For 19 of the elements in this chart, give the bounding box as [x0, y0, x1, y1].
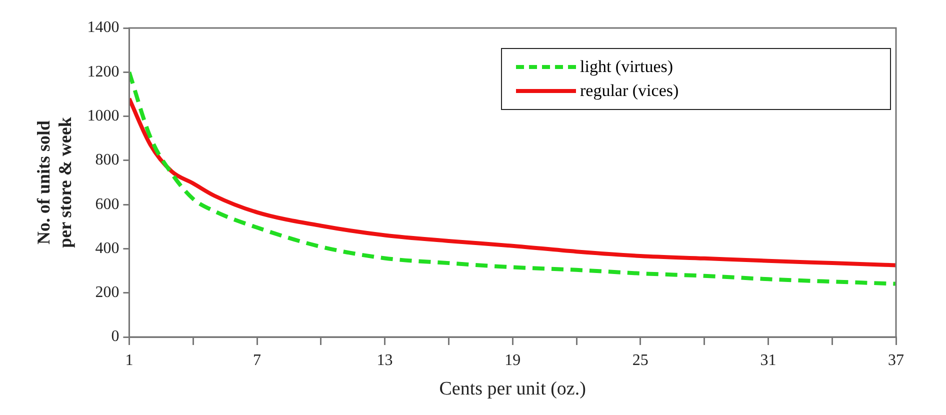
y-tick-label: 0 — [111, 328, 120, 346]
y-tick-label: 1200 — [87, 63, 120, 80]
x-tick-label: 1 — [125, 352, 134, 369]
x-tick-label: 13 — [376, 352, 393, 369]
x-tick-label: 19 — [504, 352, 521, 369]
x-tick-label: 7 — [253, 352, 261, 369]
y-tick-label: 600 — [95, 196, 120, 213]
y-axis-title: No. of units sold per store & week — [33, 117, 76, 248]
x-tick-label: 25 — [632, 352, 648, 369]
y-tick-label: 800 — [95, 152, 120, 169]
x-tick-label: 37 — [888, 352, 904, 369]
legend-label: light (virtues) — [580, 57, 674, 77]
x-axis-title: Cents per unit (oz.) — [439, 378, 586, 400]
y-tick-label: 400 — [95, 240, 120, 257]
y-tick-label: 1400 — [87, 19, 120, 36]
x-tick-label: 31 — [760, 352, 776, 369]
legend-label: regular (vices) — [580, 81, 679, 101]
y-tick-label: 1000 — [87, 107, 120, 124]
y-tick-label: 200 — [95, 284, 120, 302]
